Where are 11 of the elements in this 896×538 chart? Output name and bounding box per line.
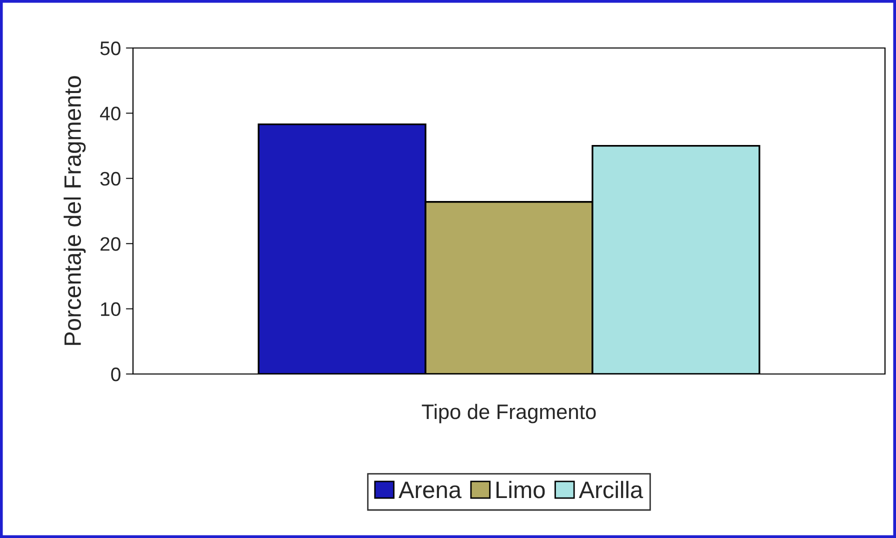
legend-label: Limo [496, 480, 545, 498]
y-tick-label: 20 [100, 237, 120, 251]
y-tick-label: 10 [101, 302, 120, 316]
x-axis-title: Tipo de Fragmento [422, 404, 596, 424]
y-tick-label: 30 [100, 172, 120, 186]
y-tick-label: 0 [111, 367, 120, 382]
y-axis-title: Porcentaje del Fragmento [64, 76, 86, 345]
legend-label: Arena [398, 482, 462, 498]
y-tick-label: 40 [100, 106, 120, 120]
legend-label: Arcilla [578, 480, 644, 498]
y-tick-label: 50 [100, 41, 120, 56]
